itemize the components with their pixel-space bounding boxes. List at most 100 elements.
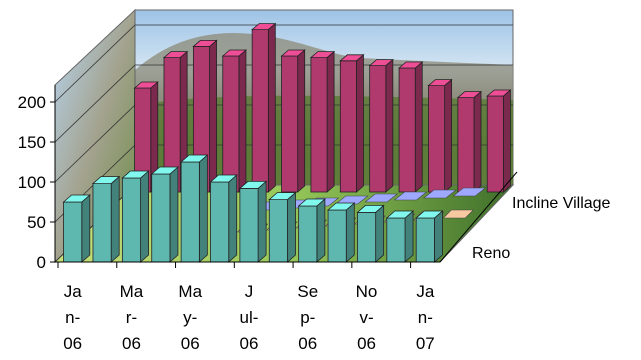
bar-incline-village — [456, 90, 483, 193]
bar-top — [427, 79, 453, 86]
bar-front — [63, 201, 83, 263]
gridline — [54, 64, 136, 143]
bar-side — [444, 78, 453, 193]
bar-side — [198, 154, 208, 263]
x-tick-label: 06 — [357, 334, 376, 353]
bar-incline-village — [339, 53, 365, 193]
bar-side — [209, 39, 217, 193]
x-axis: Ja n- 06 Ma r- 06 Ma y- 06 Jul- 06 Se p- 06 No v- 06 Ja n-… — [55, 261, 440, 353]
bar-incline-village — [251, 22, 277, 193]
bar-side — [140, 170, 149, 263]
bar-front — [151, 173, 171, 263]
bar-front — [268, 199, 288, 263]
x-tick-label: p- — [300, 308, 315, 327]
bar-side — [316, 198, 326, 263]
gridline — [54, 104, 136, 183]
bar-side — [356, 53, 364, 193]
bar-side — [375, 204, 385, 263]
bar-side — [228, 174, 238, 263]
y-axis: 0 50 100 150 200 — [18, 85, 56, 272]
bar-side — [81, 194, 91, 263]
x-tick-label: Ma — [178, 282, 202, 301]
bar-incline-village — [368, 58, 394, 193]
bar-side — [414, 61, 423, 193]
bar-front — [281, 55, 299, 193]
bar-reno — [238, 180, 268, 263]
bar-front — [210, 181, 230, 263]
bar-incline-village — [427, 78, 453, 193]
bar-top — [385, 210, 415, 219]
x-tick-label: 07 — [416, 334, 435, 353]
bar-side — [502, 89, 511, 193]
bar-incline-village — [280, 49, 306, 193]
bar-top — [133, 81, 159, 89]
bar-top — [415, 210, 444, 219]
bar-front — [239, 187, 259, 263]
bar-front — [357, 211, 377, 263]
bar-side — [473, 90, 482, 193]
bar-reno — [297, 198, 326, 263]
y-tick-label: 200 — [18, 93, 46, 112]
gridline — [54, 24, 136, 103]
bar-reno — [150, 166, 180, 263]
y-tick-label: 150 — [18, 133, 46, 152]
bar-side — [238, 49, 247, 193]
depth-strip-segment — [393, 191, 428, 201]
x-tick-label: n- — [418, 308, 433, 327]
x-tick-label: n- — [65, 308, 80, 327]
bar-top — [62, 194, 91, 203]
bar-top — [326, 202, 356, 211]
x-tick-label: ul- — [240, 308, 259, 327]
bar-reno — [268, 191, 297, 263]
bar-reno — [326, 202, 356, 263]
bar-reno — [91, 175, 121, 263]
bar-incline-village — [133, 81, 159, 193]
bar-front — [457, 97, 475, 193]
series-label-incline-village: Incline Village — [512, 195, 611, 212]
bar-front — [339, 60, 357, 193]
bar-side — [297, 49, 306, 193]
bar-top — [368, 59, 394, 66]
x-tick-label: Ja — [416, 282, 435, 301]
bar-incline-village — [221, 49, 248, 193]
x-tick-label: Ma — [120, 282, 144, 301]
bar-top — [238, 180, 268, 189]
bar-top — [91, 176, 121, 185]
bar-top — [486, 89, 512, 97]
bar-top — [251, 23, 277, 31]
bar-front — [92, 183, 112, 263]
bar-reno — [209, 174, 238, 263]
bar-top — [397, 61, 424, 69]
x-tick-label: y- — [183, 308, 197, 327]
bar-incline-village — [309, 50, 336, 193]
bar-front — [298, 205, 318, 263]
bar-front — [428, 85, 446, 193]
bar-side — [169, 166, 179, 263]
bar-top — [280, 49, 306, 57]
bar-front — [121, 177, 141, 263]
depth-strip-segment — [364, 193, 399, 203]
x-tick-label: No — [356, 282, 378, 301]
bar-side — [110, 175, 120, 263]
bar-side — [257, 180, 267, 263]
x-tick-label: 06 — [298, 334, 317, 353]
bar-reno — [180, 154, 209, 263]
x-tick-label: Ja — [64, 282, 83, 301]
bar-front — [180, 161, 200, 263]
bar-front — [251, 29, 269, 193]
bar-front — [398, 67, 416, 193]
x-tick-label: 06 — [63, 334, 82, 353]
depth-strip-segment — [452, 187, 487, 197]
x-tick-label: v- — [359, 308, 373, 327]
bar-top — [209, 174, 238, 183]
bar-side — [326, 50, 335, 193]
bar-front — [415, 217, 435, 263]
depth-strip-segment — [442, 209, 475, 219]
bar-top — [309, 51, 336, 58]
bar-top — [356, 204, 385, 213]
bar-incline-village — [486, 89, 512, 193]
x-tick-label: J — [245, 282, 254, 301]
series-label-reno: Reno — [472, 245, 510, 262]
bar-reno — [121, 170, 150, 263]
